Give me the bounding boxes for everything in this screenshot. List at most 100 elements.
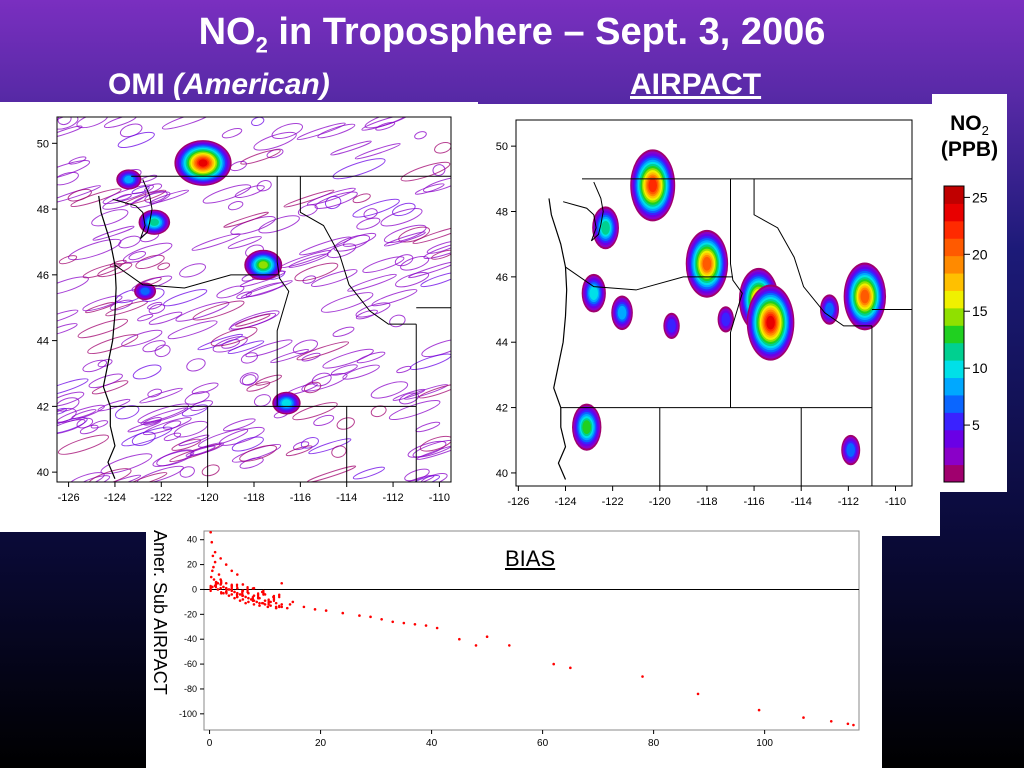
omi-y-tick-label: 44	[37, 336, 49, 348]
omi-contour	[407, 440, 447, 458]
colorbar-segment	[944, 203, 964, 222]
omi-contour	[330, 364, 358, 376]
bias-x-tick-label: 0	[207, 738, 213, 749]
bias-point	[757, 708, 761, 712]
bias-point	[291, 600, 295, 604]
bias-point	[852, 723, 855, 727]
omi-contour	[230, 310, 280, 330]
bias-y-tick-label: 20	[187, 560, 197, 570]
omi-contour	[105, 300, 149, 317]
airpact-x-tick-label: -112	[838, 496, 859, 508]
omi-contour	[420, 271, 451, 288]
omi-contour	[109, 299, 133, 311]
omi-hotspot	[272, 391, 301, 415]
airpact-x-tick-label: -118	[696, 496, 717, 508]
omi-contour	[240, 352, 258, 364]
omi-contour	[354, 143, 401, 160]
bias-point	[236, 573, 239, 576]
airpact-hotspot	[746, 284, 795, 361]
omi-contour	[362, 256, 405, 274]
colorbar-tick-label: 5	[972, 417, 980, 433]
omi-contour	[239, 457, 264, 469]
omi-contour	[231, 436, 264, 452]
omi-contour	[132, 364, 162, 380]
bias-point	[485, 635, 489, 639]
omi-contour	[396, 365, 412, 374]
legend-unit: (PPB)	[940, 138, 999, 161]
omi-hotspot-level	[149, 218, 159, 226]
omi-contour	[57, 185, 101, 204]
omi-contour	[148, 303, 166, 314]
omi-label-american: (American)	[173, 68, 330, 101]
omi-contour	[117, 131, 155, 149]
airpact-x-tick-label: -124	[554, 496, 576, 508]
bias-point	[217, 573, 221, 576]
colorbar-segment	[944, 377, 964, 396]
bias-point	[269, 600, 272, 604]
colorbar-segment	[944, 360, 964, 379]
bias-point	[244, 601, 247, 605]
omi-contour	[97, 398, 131, 412]
airpact-hotspot	[572, 403, 602, 451]
omi-contour	[149, 189, 190, 205]
airpact-hotspot-level	[582, 420, 592, 435]
airpact-plot: -126 -124 -122 -120 -118 -116 -114 -112 -110 40 42…	[496, 119, 913, 508]
airpact-y-tick-label: 46	[496, 272, 508, 284]
omi-contour	[310, 269, 358, 287]
bias-point	[247, 596, 250, 600]
omi-hotspot	[134, 282, 157, 301]
bias-point	[258, 604, 261, 607]
airpact-hotspot	[663, 312, 680, 339]
bias-y-tick-label: -60	[184, 659, 197, 669]
bias-point	[222, 591, 225, 595]
bias-point	[267, 598, 270, 601]
omi-state-border	[114, 264, 280, 289]
bias-point	[507, 644, 511, 647]
omi-contour	[128, 251, 147, 261]
title-subscript: 2	[255, 32, 268, 58]
omi-coastline	[98, 195, 117, 479]
bias-point	[216, 581, 220, 585]
airpact-hotspot-level	[617, 305, 627, 320]
bias-point	[474, 644, 478, 647]
omi-x-tick-label: -126	[58, 492, 80, 504]
omi-contour	[109, 259, 127, 268]
bias-x-tick-label: 100	[756, 738, 773, 749]
omi-contour	[361, 117, 406, 131]
bias-point	[220, 590, 223, 594]
omi-contour	[82, 359, 108, 373]
colorbar-segment	[944, 447, 964, 466]
omi-contour	[102, 192, 147, 210]
bias-point	[233, 596, 236, 600]
omi-contour	[408, 261, 451, 279]
omi-contour	[245, 339, 293, 358]
bias-point	[278, 604, 281, 608]
bias-point	[424, 624, 428, 627]
bias-x-tick-label: 40	[426, 738, 438, 749]
omi-puget-sound	[112, 179, 153, 240]
colorbar-tick-label: 10	[972, 360, 988, 376]
colorbar-tick-label: 15	[972, 303, 988, 319]
omi-contour	[179, 263, 207, 278]
omi-x-tick-label: -116	[290, 492, 311, 504]
omi-contour	[370, 381, 409, 399]
bias-point	[302, 605, 306, 609]
omi-contour	[122, 242, 173, 263]
omi-contour	[128, 472, 168, 482]
omi-x-tick-label: -118	[243, 492, 264, 504]
bias-x-tick-label: 60	[537, 738, 549, 749]
bias-point	[238, 599, 242, 602]
omi-contour	[246, 381, 271, 392]
airpact-coastline	[548, 198, 568, 480]
omi-contour	[216, 285, 245, 299]
airpact-y-tick-label: 40	[496, 468, 508, 480]
airpact-hotspot	[843, 262, 887, 331]
omi-contour	[296, 122, 346, 140]
bias-point	[210, 540, 214, 544]
omi-contour	[100, 453, 153, 475]
omi-contour	[392, 202, 416, 217]
omi-contour	[317, 123, 356, 139]
bias-point	[251, 595, 255, 599]
colorbar-tick-label: 20	[972, 246, 988, 262]
omi-y-tick-label: 50	[37, 138, 49, 150]
